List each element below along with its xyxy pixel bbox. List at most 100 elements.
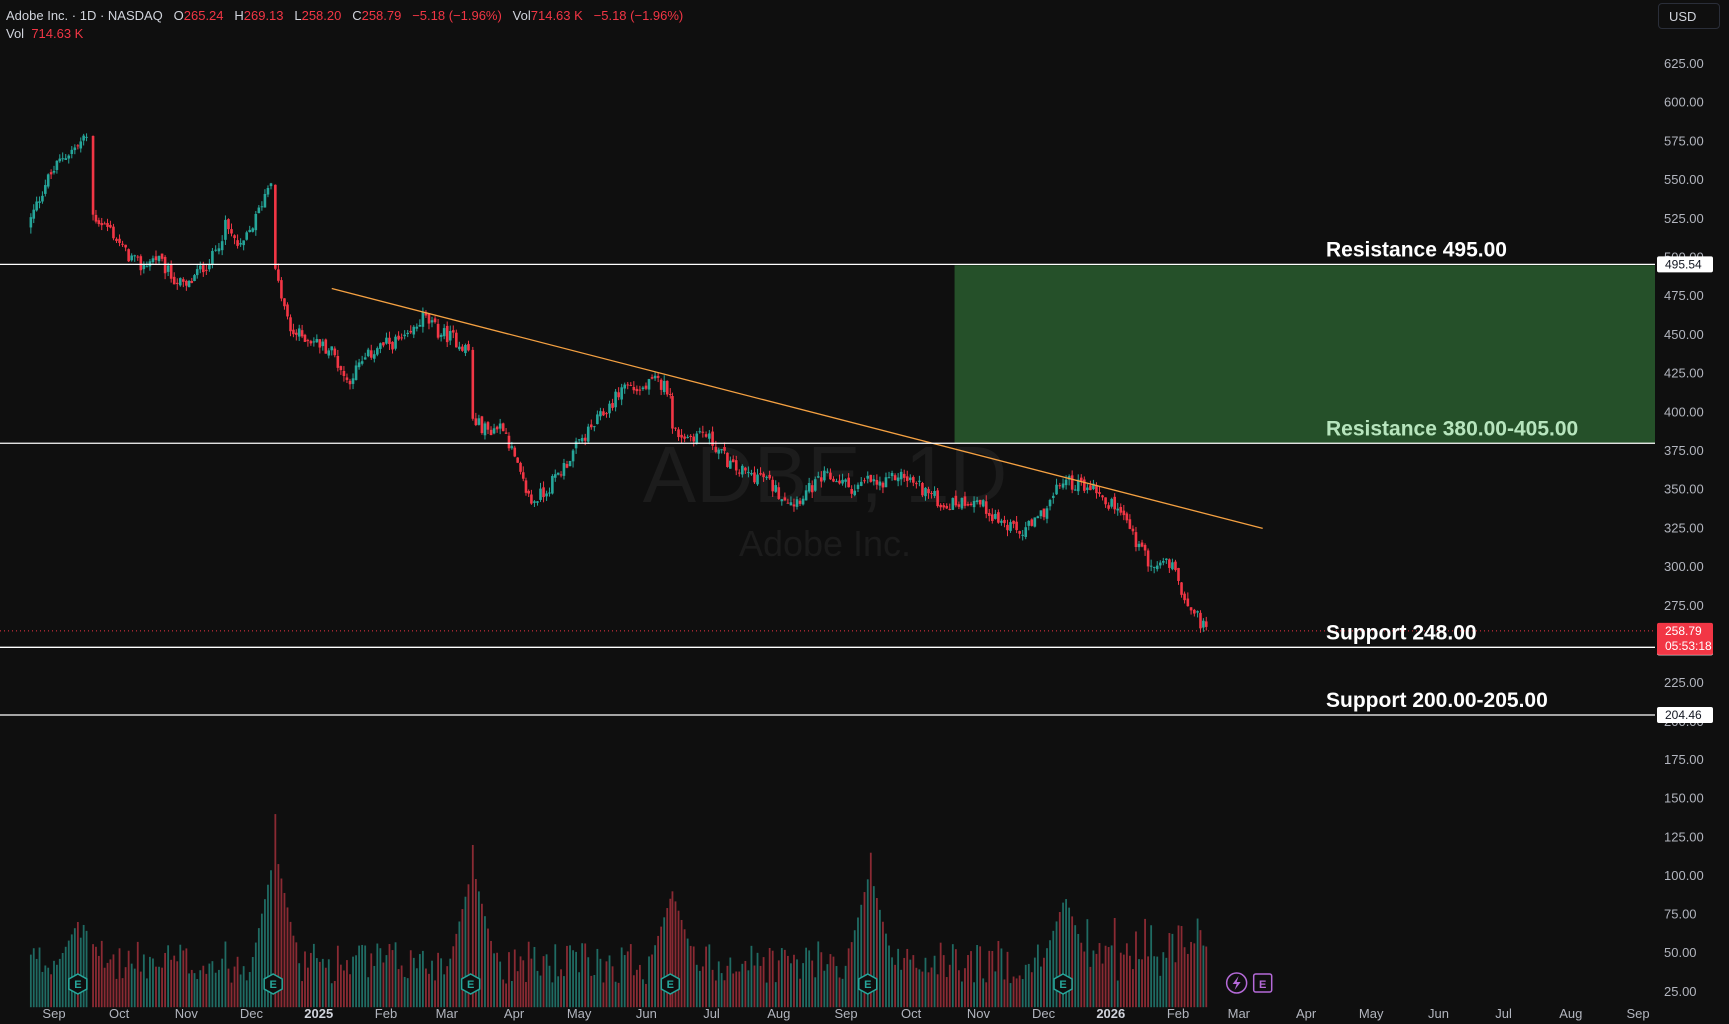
earnings-e-icon: E	[660, 973, 681, 995]
time-tick-label: Jun	[636, 1006, 657, 1021]
volume-bar	[199, 970, 202, 1008]
candle	[798, 497, 802, 507]
volume-bar	[768, 947, 771, 1008]
volume-bar	[680, 919, 683, 1008]
volume-bar	[608, 955, 611, 1008]
volume-bar	[569, 945, 571, 1008]
price-tick-label: 325.00	[1664, 520, 1704, 535]
volume-bar	[254, 942, 257, 1008]
volume-bar	[1083, 951, 1086, 1008]
candle	[501, 422, 505, 432]
volume-bar	[805, 947, 808, 1008]
candle	[896, 473, 900, 487]
candle	[477, 414, 481, 426]
candle	[866, 471, 870, 484]
candle	[939, 503, 942, 511]
volume-bar	[942, 955, 945, 1008]
volume-bar	[409, 950, 412, 1008]
volume-bar	[599, 958, 602, 1008]
candle	[136, 255, 140, 261]
volume-bar	[765, 982, 768, 1008]
volume-bar	[185, 948, 188, 1008]
time-tick-label: Aug	[767, 1006, 790, 1021]
volume-bar	[109, 959, 112, 1008]
candle	[1015, 515, 1018, 534]
candle	[154, 250, 158, 264]
volume-bar	[364, 945, 367, 1008]
volume-bar	[47, 967, 50, 1008]
volume-bar	[918, 969, 921, 1008]
volume-bar	[692, 946, 695, 1008]
volume-bar	[753, 965, 756, 1008]
level-price-tag: 204.46	[1657, 706, 1713, 723]
candle	[720, 448, 723, 454]
candle	[1058, 482, 1062, 490]
volume-bar	[551, 982, 554, 1008]
candle	[723, 442, 726, 455]
time-tick-label: Feb	[375, 1006, 397, 1021]
volume-bar	[921, 971, 924, 1008]
volume-bar	[513, 949, 516, 1008]
volume-bar	[708, 944, 711, 1008]
volume-bar	[536, 970, 539, 1008]
volume-indicator-label[interactable]: Vol	[6, 26, 25, 41]
candle	[762, 471, 765, 482]
candle	[160, 253, 164, 262]
volume-bar	[391, 950, 394, 1008]
volume-bar	[838, 977, 841, 1008]
volume-bar	[471, 844, 474, 1008]
candle	[406, 329, 410, 338]
volume-bar	[164, 952, 167, 1008]
open-value: 265.24	[183, 8, 224, 23]
volume-bar	[312, 943, 315, 1008]
volume-bar	[793, 954, 795, 1008]
volume-bar	[823, 970, 826, 1008]
currency-selector[interactable]: USD	[1658, 3, 1720, 29]
candle	[1107, 502, 1110, 511]
volume-bar	[385, 955, 388, 1008]
volume-bar	[720, 973, 723, 1008]
candle	[300, 324, 304, 339]
candle	[507, 432, 511, 451]
volume-bar	[70, 934, 73, 1008]
candle	[424, 310, 428, 318]
volume-bar	[611, 966, 614, 1008]
candle	[295, 329, 298, 341]
volume-bar	[124, 967, 127, 1008]
candle	[987, 509, 991, 522]
volume-bar	[741, 963, 744, 1008]
volume-bar	[92, 944, 94, 1008]
volume-indicator-value: 714.63 K	[31, 26, 84, 41]
volume-bar	[97, 955, 100, 1008]
volume-bar	[669, 898, 672, 1008]
volume-bar	[133, 968, 136, 1008]
volume-bar	[211, 961, 214, 1008]
vol-change-value: −5.18 (−1.96%)	[593, 8, 684, 23]
volume-bar	[260, 913, 263, 1008]
candle	[178, 277, 182, 287]
candle	[1110, 497, 1113, 509]
candle	[997, 509, 1000, 524]
volume-bar	[327, 959, 330, 1008]
candle	[142, 261, 146, 274]
volume-bar	[301, 981, 304, 1008]
candle	[360, 355, 364, 366]
candle	[623, 382, 627, 394]
candle	[1168, 558, 1171, 573]
symbol-label[interactable]: Adobe Inc. · 1D · NASDAQ	[6, 8, 163, 23]
volume-bar	[847, 948, 850, 1008]
volume-bar	[79, 937, 82, 1008]
candle	[513, 445, 517, 458]
high-value: 269.13	[243, 8, 284, 23]
candle	[963, 491, 967, 509]
candle	[626, 381, 630, 390]
candle	[1146, 548, 1150, 572]
volume-bar	[587, 957, 590, 1008]
volume-bar	[412, 957, 415, 1008]
volume-bar	[251, 957, 254, 1008]
volume-bar	[406, 978, 409, 1008]
candle	[366, 347, 370, 358]
volume-bar	[617, 982, 620, 1008]
volume-bar	[762, 957, 765, 1008]
